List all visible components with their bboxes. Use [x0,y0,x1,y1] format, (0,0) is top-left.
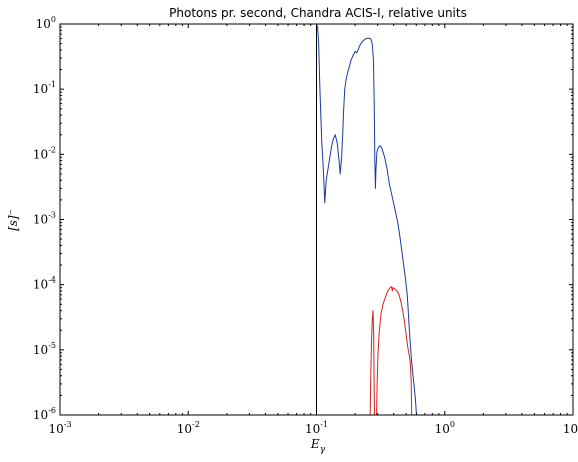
plot-area [316,24,418,415]
x-axis: 10-3 10-2 10-1 100 101 [48,24,578,436]
y-tick-label-3: 10-3 [33,211,56,227]
x-tick-label-2: 10-1 [305,420,328,436]
y-tick-label-1: 10-5 [33,341,56,357]
series-line-1 [369,286,413,415]
y-tick-label-6: 100 [36,15,56,31]
x-axis-label: Eγ [310,437,326,455]
x-tick-label-0: 10-3 [48,420,71,436]
y-axis: 10-6 10-5 10-4 10-3 10-2 10-1 100 [33,15,573,422]
series-line-0 [316,24,418,415]
y-axis-label: [s]⁻ [6,209,20,231]
y-tick-label-4: 10-2 [33,145,56,161]
y-tick-label-0: 10-6 [33,406,56,422]
y-tick-label-2: 10-4 [33,276,56,292]
x-tick-label-1: 10-2 [177,420,200,436]
x-tick-label-4: 101 [563,420,578,436]
chart-title: Photons pr. second, Chandra ACIS-I, rela… [169,6,467,20]
x-tick-label-3: 100 [435,420,455,436]
y-tick-label-5: 10-1 [33,80,56,96]
